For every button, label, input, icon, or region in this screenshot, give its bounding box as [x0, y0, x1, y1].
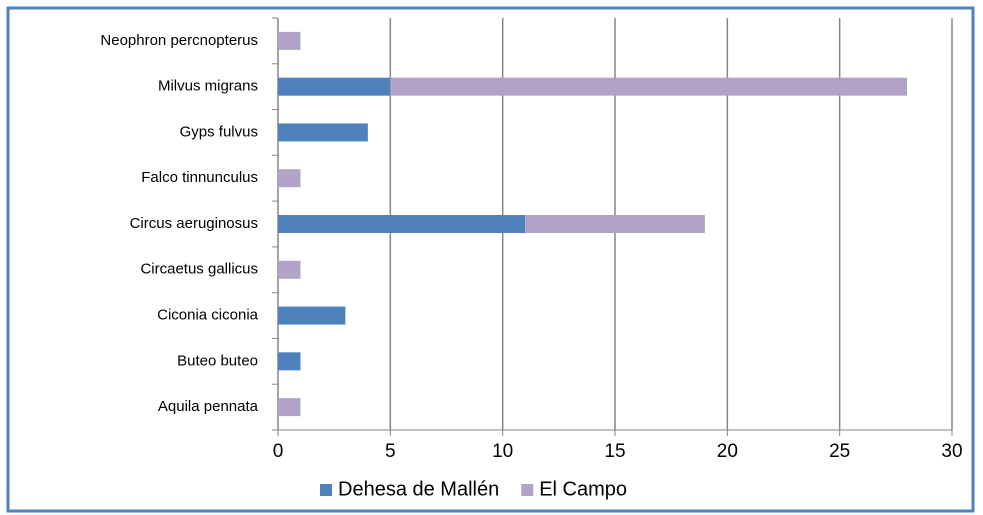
- y-tick-label: Ciconia ciconia: [157, 307, 259, 324]
- bar-segment: [278, 260, 301, 279]
- bar-segment: [278, 169, 301, 188]
- bar-segment: [525, 215, 705, 233]
- bar-segment: [278, 398, 301, 417]
- y-tick-label: Neophron percnopterus: [100, 32, 258, 49]
- legend-swatch: [521, 484, 534, 496]
- bar-segment: [278, 123, 368, 142]
- bar-segment: [278, 352, 301, 371]
- bar-segment: [390, 77, 908, 96]
- y-tick-label: Buteo buteo: [177, 352, 258, 369]
- legend-label: El Campo: [539, 478, 627, 500]
- y-tick-label: Milvus migrans: [158, 78, 258, 95]
- bar-segment: [278, 306, 346, 325]
- y-tick-label: Gyps fulvus: [180, 123, 258, 140]
- y-tick-label: Aquila pennata: [158, 398, 259, 415]
- y-tick-label: Falco tinnunculus: [141, 169, 258, 186]
- bar-segment: [278, 31, 301, 50]
- y-tick-label: Circaetus gallicus: [140, 261, 258, 278]
- bar-segment: [278, 77, 391, 96]
- x-tick-label: 15: [604, 441, 625, 462]
- x-tick-label: 0: [273, 441, 284, 462]
- bar-segment: [278, 215, 526, 233]
- x-tick-label: 10: [492, 441, 513, 462]
- legend-swatch: [320, 484, 332, 496]
- x-tick-label: 25: [829, 441, 850, 462]
- legend-label: Dehesa de Mallén: [338, 478, 499, 500]
- x-tick-label: 5: [385, 441, 396, 462]
- y-tick-label: Circus aeruginosus: [130, 215, 258, 232]
- x-tick-label: 20: [717, 441, 738, 462]
- x-tick-label: 30: [941, 441, 962, 462]
